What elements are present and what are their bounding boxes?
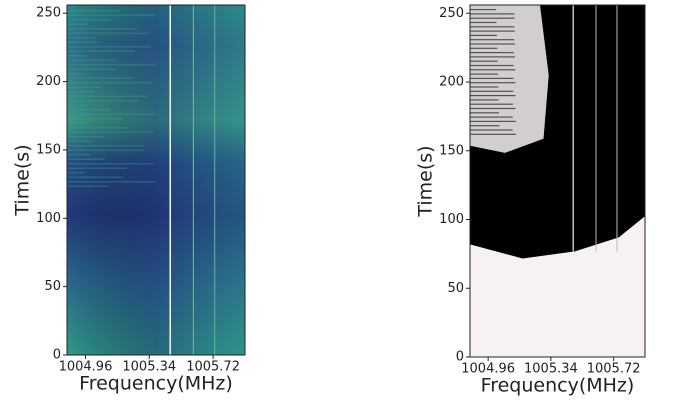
- heatmap-streak: [470, 13, 515, 15]
- y-tick-label: 0: [456, 350, 464, 365]
- heatmap-shade: [67, 5, 245, 355]
- heatmap-streak: [470, 64, 514, 67]
- x-axis-label: Frequency(MHz): [481, 375, 635, 397]
- plot-frame: [66, 4, 246, 356]
- y-tick-label: 100: [36, 211, 61, 226]
- x-tick-label: 1005.34: [524, 362, 578, 377]
- heatmap-streak: [67, 86, 100, 88]
- y-tick-label: 50: [447, 281, 464, 296]
- x-tick-label: 1004.96: [461, 362, 515, 377]
- heatmap-streak: [67, 64, 156, 66]
- heatmap-streak: [470, 99, 499, 101]
- x-tick-label: 1005.72: [186, 360, 240, 375]
- heatmap-streak: [470, 56, 516, 58]
- heatmap-streak: [67, 158, 105, 160]
- heatmap-streak: [67, 32, 149, 34]
- heatmap-streak: [470, 82, 516, 84]
- heatmap-streak: [470, 95, 516, 97]
- y-tick-label: 200: [439, 75, 464, 90]
- heatmap-streak: [67, 113, 156, 115]
- heatmap-streak: [470, 9, 497, 11]
- heatmap-streak: [470, 26, 515, 28]
- heatmap-region: [470, 216, 645, 357]
- y-tick-label: 50: [44, 279, 61, 294]
- heatmap-streak: [67, 104, 89, 106]
- heatmap-streak: [470, 103, 514, 105]
- heatmap-streak: [67, 109, 110, 111]
- heatmap-streak: [470, 30, 515, 32]
- heatmap-streak: [470, 69, 516, 71]
- heatmap-streak: [67, 77, 134, 79]
- heatmap-streak: [67, 55, 87, 57]
- x-tick-label: 1004.96: [59, 360, 113, 375]
- heatmap-streak: [67, 73, 86, 75]
- heatmap-streak: [470, 73, 499, 75]
- heatmap-streak: [67, 118, 122, 120]
- x-tick-label: 1005.34: [122, 360, 176, 375]
- heatmap-streak: [67, 91, 95, 93]
- heatmap-streak: [67, 127, 129, 129]
- heatmap-streak: [67, 10, 121, 12]
- heatmap-streak: [67, 149, 144, 151]
- y-tick-label: 100: [439, 212, 464, 227]
- y-tick-label: 250: [439, 6, 464, 21]
- heatmap-streak: [470, 77, 514, 79]
- heatmap-streak: [67, 145, 145, 147]
- heatmap-streak: [67, 82, 152, 84]
- heatmap-streak: [470, 47, 498, 49]
- heatmap-streak: [67, 163, 155, 165]
- heatmap-streak: [67, 59, 116, 61]
- heatmap-streak: [470, 90, 514, 92]
- heatmap-streak: [67, 136, 105, 138]
- heatmap-streak: [470, 17, 515, 19]
- heatmap-streak: [470, 125, 500, 127]
- heatmap-streak: [470, 21, 497, 24]
- heatmap-streak: [470, 133, 516, 135]
- heatmap-streak: [67, 172, 85, 174]
- heatmap-streak: [67, 37, 96, 39]
- heatmap-streak: [67, 131, 154, 133]
- y-axis-label: Time(s): [12, 144, 34, 216]
- heatmap-streak: [470, 86, 499, 88]
- heatmap-streak: [67, 14, 156, 16]
- heatmap-streak: [470, 120, 516, 122]
- heatmap-streak: [67, 167, 128, 169]
- y-axis-label: Time(s): [415, 145, 437, 217]
- heatmap-streak: [67, 19, 112, 21]
- y-tick-label: 200: [36, 74, 61, 89]
- heatmap-streak: [67, 122, 85, 124]
- heatmap-streak: [470, 107, 516, 110]
- heatmap-streak: [470, 116, 513, 118]
- x-axis-label: Frequency(MHz): [79, 373, 233, 395]
- y-tick-label: 0: [53, 348, 61, 363]
- y-tick-label: 150: [36, 142, 61, 157]
- heatmap-streak: [470, 60, 498, 62]
- heatmap-streak: [67, 28, 138, 30]
- heatmap-streak: [67, 176, 123, 178]
- x-tick-label: 1005.72: [587, 362, 641, 377]
- heatmap-streak: [67, 46, 151, 48]
- heatmap-streak: [470, 112, 500, 114]
- heatmap-streak: [67, 41, 99, 43]
- heatmap-streak: [67, 50, 135, 52]
- heatmap-streak: [67, 100, 140, 102]
- heatmap-streak: [470, 129, 513, 131]
- heatmap-streak: [67, 154, 91, 156]
- heatmap-streak: [470, 39, 515, 41]
- heatmap-streak: [67, 68, 117, 70]
- y-tick-label: 250: [36, 6, 61, 21]
- heatmap-streak: [67, 185, 109, 187]
- y-tick-label: 150: [439, 143, 464, 158]
- heatmap-streak: [470, 43, 515, 45]
- heatmap-streak: [67, 181, 156, 183]
- plot-frame: [469, 4, 646, 358]
- heatmap-streak: [67, 23, 88, 25]
- heatmap-streak: [67, 95, 148, 97]
- heatmap-streak: [470, 34, 497, 36]
- heatmap-streak: [67, 140, 92, 142]
- heatmap-streak: [470, 52, 514, 54]
